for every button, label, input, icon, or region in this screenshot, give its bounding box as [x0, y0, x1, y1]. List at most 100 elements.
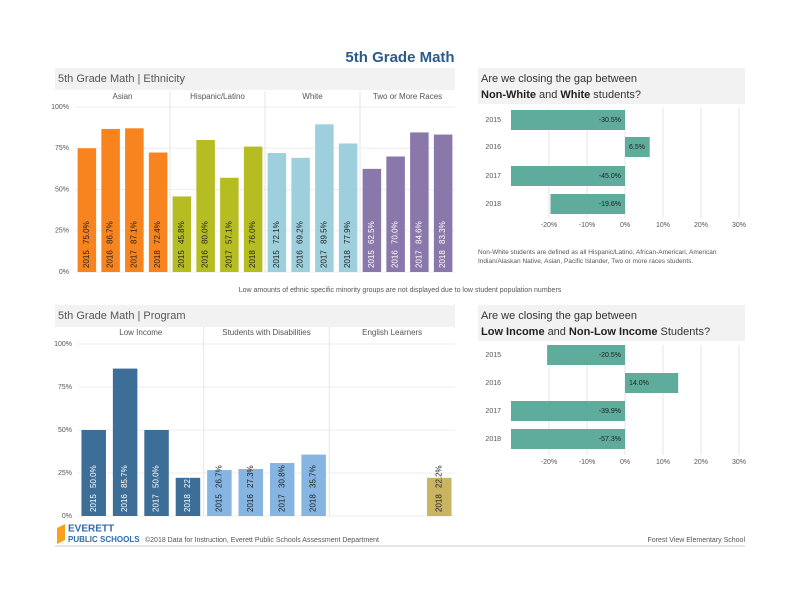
bar-value-label: 76.0% — [248, 221, 257, 244]
school-name: Forest View Elementary School — [647, 537, 745, 544]
y-tick-label: 75% — [55, 145, 69, 152]
bar-value-label: -19.6% — [599, 201, 621, 208]
panel-header — [55, 68, 455, 90]
bar — [511, 166, 625, 186]
bar — [81, 430, 106, 516]
bar-value-label: 80.0% — [201, 221, 210, 244]
bar — [301, 454, 326, 516]
copyright: ©2018 Data for Instruction, Everett Publ… — [145, 536, 379, 544]
chart-title: Are we closing the gap between — [481, 310, 637, 322]
chart-title-part: and — [548, 326, 566, 338]
bar — [427, 477, 452, 516]
bar-category-label: 2016 — [391, 250, 400, 268]
bar-value-label: 50.0% — [89, 465, 98, 488]
bar-value-label: -39.9% — [599, 408, 621, 415]
bar — [144, 430, 169, 516]
bar-value-label: 72.4% — [153, 221, 162, 244]
bar — [511, 110, 625, 130]
logo-text: PUBLIC SCHOOLS — [68, 535, 140, 544]
chart-title: 5th Grade Math | Ethnicity — [58, 73, 185, 85]
bar-value-label: 22.2% — [434, 465, 443, 488]
bar — [220, 177, 239, 272]
bar-category-label: 2016 — [296, 250, 305, 268]
chart-note-line: Non-White students are defined as all Hi… — [478, 249, 717, 256]
bar-category-label: 2017 — [319, 250, 328, 268]
bar-category-label: 2015 — [82, 250, 91, 268]
y-category-label: 2017 — [485, 408, 501, 415]
bar-category-label: 2016 — [106, 250, 115, 268]
bar-category-label: 2015 — [89, 494, 98, 512]
bar-category-label: 2017 — [152, 494, 161, 512]
x-tick-label: -10% — [579, 459, 595, 466]
bar — [77, 148, 97, 272]
bar-value-label: 77.9% — [343, 221, 352, 244]
chart-title: 5th Grade Math | Program — [58, 310, 186, 322]
chart-title: Non-White and White students? — [481, 89, 641, 101]
chart-title: Low Income and Non-Low Income Students? — [481, 326, 710, 338]
page-title: 5th Grade Math — [345, 49, 454, 66]
bar-category-label: 2016 — [201, 250, 210, 268]
bar — [101, 128, 120, 272]
bar-category-label: 2018 — [248, 250, 257, 268]
chart-note-line: Indian/Alaskan Native, Asian, Pacific Is… — [478, 258, 693, 265]
group-label: Students with Disabilities — [222, 328, 310, 337]
bar-category-label: 2015 — [367, 250, 376, 268]
bar — [511, 429, 625, 449]
bar-category-label: 2016 — [120, 494, 129, 512]
bar-value-label: 72.1% — [272, 221, 281, 244]
chart-title-part: Low Income — [481, 326, 545, 338]
bar-category-label: 2016 — [246, 494, 255, 512]
y-tick-label: 25% — [55, 228, 69, 235]
bar-value-label: 83.3% — [438, 221, 447, 244]
chart-title-part: students? — [593, 89, 641, 101]
bar — [112, 368, 138, 516]
panel-header — [55, 305, 455, 327]
bar-value-label: 6.5% — [629, 144, 645, 151]
bar-value-label: -45.0% — [599, 173, 621, 180]
panel-header — [478, 68, 745, 104]
x-tick-label: 10% — [656, 459, 670, 466]
y-tick-label: 75% — [58, 384, 72, 391]
bar-category-label: 2015 — [177, 250, 186, 268]
group-label: English Learners — [362, 328, 422, 337]
bar — [291, 157, 310, 272]
y-category-label: 2018 — [485, 436, 501, 443]
bar-value-label: 26.7% — [214, 465, 223, 488]
bar-category-label: 2015 — [214, 494, 223, 512]
bar-category-label: 2017 — [277, 494, 286, 512]
bar-value-label: 87.1% — [129, 221, 138, 244]
logo-icon — [57, 524, 65, 544]
y-tick-label: 50% — [55, 186, 69, 193]
bar-category-label: 2017 — [224, 250, 233, 268]
bar — [175, 477, 201, 516]
chart-note: Non-White students are defined as all Hi… — [478, 249, 717, 265]
bar-value-label: 89.5% — [319, 221, 328, 244]
bar-category-label: 2018 — [153, 250, 162, 268]
y-tick-label: 100% — [54, 341, 72, 348]
bar — [269, 463, 295, 516]
x-tick-label: 10% — [656, 222, 670, 229]
bar-category-label: 2018 — [183, 494, 192, 512]
chart-title-part: White — [560, 89, 590, 101]
chart-title-part: Non-White — [481, 89, 536, 101]
group-label: White — [302, 92, 323, 101]
y-tick-label: 25% — [58, 470, 72, 477]
bar — [338, 143, 358, 272]
logo-text: EVERETT — [68, 524, 114, 535]
group-label: Two or More Races — [373, 92, 442, 101]
bar-value-label: 14.0% — [629, 380, 649, 387]
x-tick-label: 30% — [732, 459, 746, 466]
bar — [315, 124, 334, 272]
y-category-label: 2018 — [485, 201, 501, 208]
y-tick-label: 0% — [59, 269, 69, 276]
bar-category-label: 2017 — [129, 250, 138, 268]
bar — [125, 128, 144, 272]
x-tick-label: 0% — [620, 222, 630, 229]
x-tick-label: 0% — [620, 459, 630, 466]
bar — [243, 146, 263, 272]
bar-value-label: 30.8% — [277, 465, 286, 488]
y-tick-label: 50% — [58, 427, 72, 434]
bar — [550, 194, 625, 214]
bar — [267, 153, 287, 272]
bar — [511, 401, 625, 421]
